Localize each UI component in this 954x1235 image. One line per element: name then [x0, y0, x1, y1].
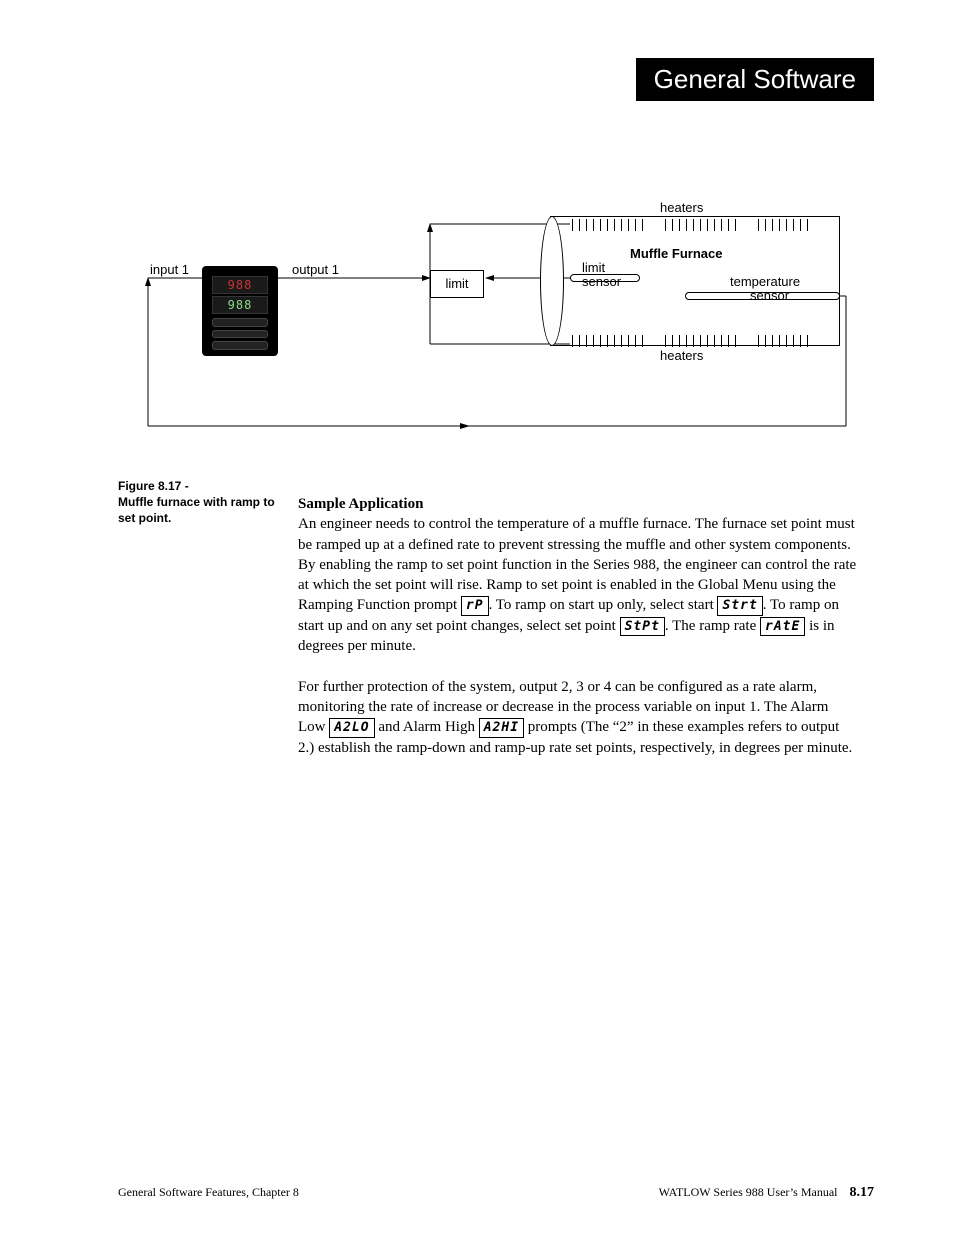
para2-b: and Alarm High [375, 719, 479, 735]
seg-a2hi: A2HI [479, 718, 524, 738]
page-number: 8.17 [850, 1185, 875, 1200]
limit-box: limit [430, 270, 484, 298]
label-input1: input 1 [150, 262, 189, 277]
page-footer: General Software Features, Chapter 8 WAT… [118, 1185, 874, 1201]
paragraph-1: Sample Application An engineer needs to … [298, 494, 858, 657]
footer-right: WATLOW Series 988 User’s Manual 8.17 [659, 1185, 874, 1201]
body-text: Sample Application An engineer needs to … [298, 494, 858, 778]
figure-number: Figure 8.17 - [118, 479, 189, 493]
seg-rate: rAtE [760, 617, 805, 637]
paragraph-2: For further protection of the system, ou… [298, 677, 858, 758]
label-heaters-bottom: heaters [660, 348, 703, 363]
section-header: General Software [636, 58, 874, 101]
section-heading: Sample Application [298, 496, 423, 512]
controller-device: 988 988 [202, 266, 278, 356]
seg-a2lo: A2LO [329, 718, 374, 738]
label-limit-sensor-1: limit [582, 260, 605, 275]
header-title: General Software [654, 64, 856, 94]
controller-display-1: 988 [212, 276, 268, 294]
para1-d: . The ramp rate [665, 618, 760, 634]
controller-buttons [212, 318, 268, 350]
figure-diagram: input 1 output 1 988 988 limit heaters M… [120, 196, 880, 456]
heater-coils-bottom [572, 334, 832, 346]
controller-display-2: 988 [212, 296, 268, 314]
footer-left: General Software Features, Chapter 8 [118, 1185, 299, 1201]
label-limit-sensor-2: sensor [582, 274, 621, 289]
figure-caption-text: Muffle furnace with ramp to set point. [118, 495, 275, 525]
footer-right-text: WATLOW Series 988 User’s Manual [659, 1185, 838, 1199]
label-temp-sensor-1: temperature [730, 274, 800, 289]
seg-strt: Strt [717, 596, 762, 616]
figure-caption: Figure 8.17 - Muffle furnace with ramp t… [118, 478, 278, 527]
para1-b: . To ramp on start up only, select start [489, 597, 718, 613]
seg-stpt: StPt [620, 617, 665, 637]
label-muffle-furnace: Muffle Furnace [630, 246, 722, 261]
label-output1: output 1 [292, 262, 339, 277]
furnace-cap [540, 216, 564, 346]
label-temp-sensor-2: sensor [750, 288, 789, 303]
seg-rp: rP [461, 596, 489, 616]
heater-coils-top [572, 218, 832, 230]
label-heaters-top: heaters [660, 200, 703, 215]
